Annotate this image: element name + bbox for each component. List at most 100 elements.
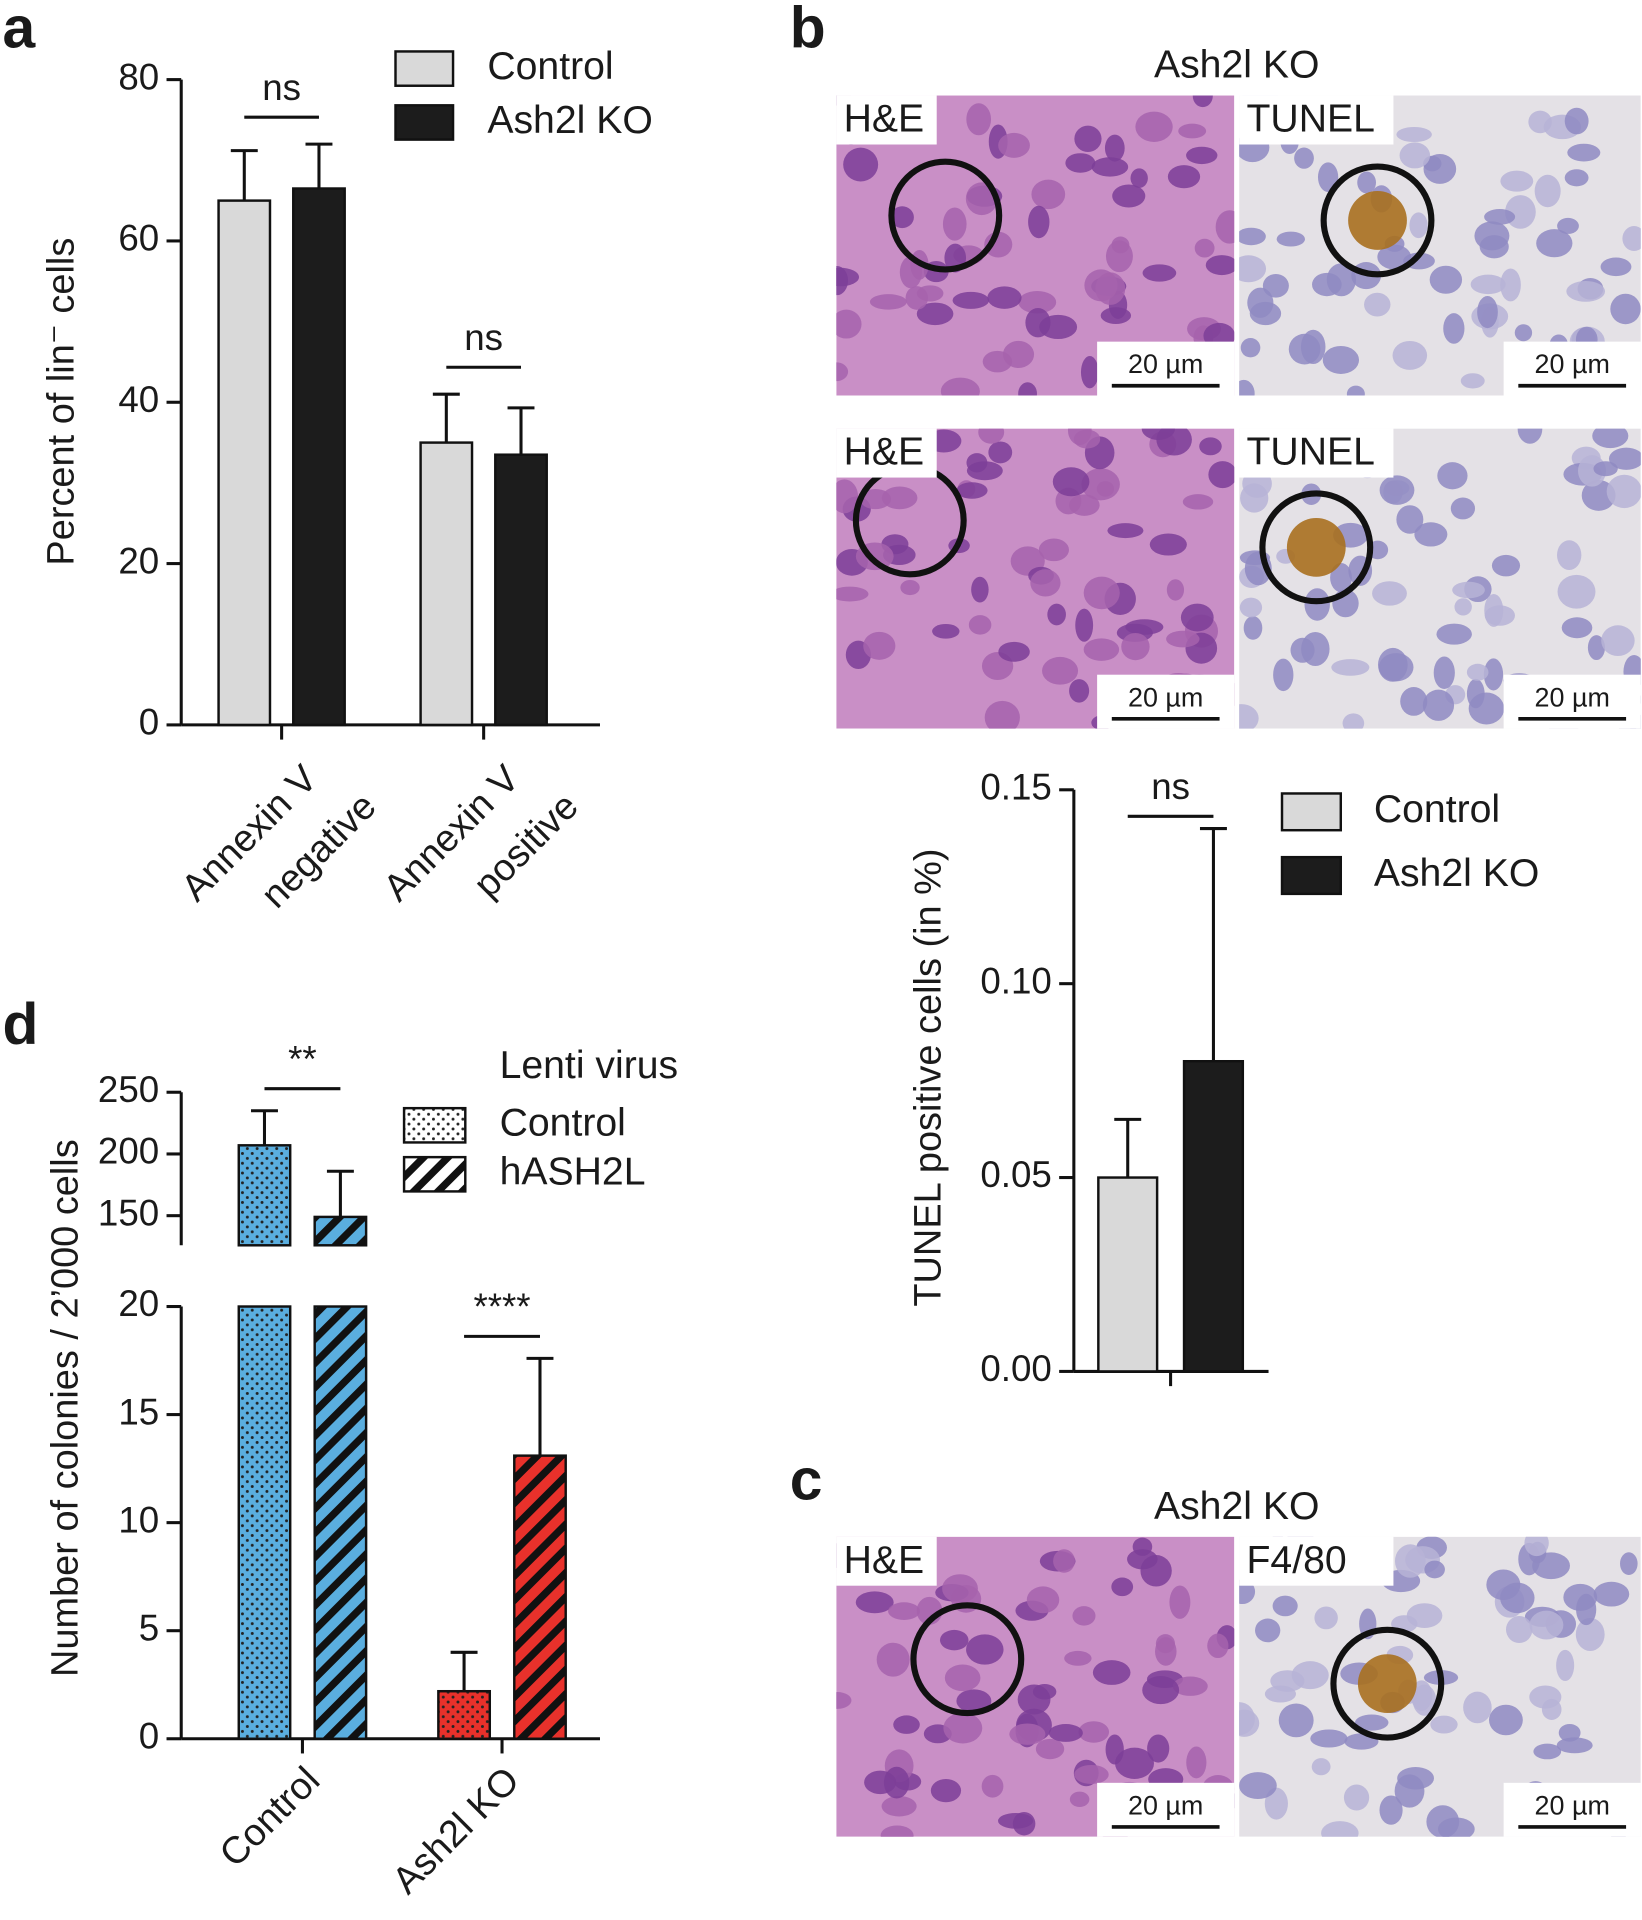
cell (1208, 461, 1235, 489)
cell (1557, 540, 1582, 570)
cell (1466, 678, 1485, 709)
x-tick-label-group: Ash2l KO (385, 1759, 528, 1902)
cell (1364, 292, 1391, 317)
cell (1074, 125, 1102, 152)
cell (1312, 272, 1342, 297)
cell (1172, 1676, 1208, 1696)
cell (1100, 307, 1132, 324)
cell (1239, 1709, 1260, 1737)
cell (1301, 631, 1330, 667)
cell (939, 1629, 969, 1651)
cell (1243, 616, 1263, 640)
cell (1125, 619, 1164, 635)
cell (1075, 608, 1094, 642)
bar (437, 1689, 492, 1740)
cell (1514, 324, 1533, 342)
y-tick-label: 80 (118, 56, 159, 97)
cell (956, 1689, 992, 1713)
cell (1557, 574, 1596, 609)
cell (836, 309, 862, 339)
cell (1463, 1691, 1492, 1724)
cell (1300, 329, 1326, 364)
cell (1460, 373, 1485, 389)
cell (855, 1591, 894, 1614)
y-axis-label: Percent of lin⁻ cells (41, 238, 83, 566)
cell (965, 182, 998, 216)
cell (1587, 635, 1606, 661)
cell (978, 428, 1005, 444)
cell (1048, 1724, 1083, 1742)
cell (1392, 340, 1428, 370)
cell (1311, 1758, 1331, 1776)
cell (1575, 1617, 1605, 1652)
significance-label: ns (464, 317, 503, 358)
cell (1310, 1729, 1348, 1748)
cell (1378, 653, 1414, 682)
tile-label: F4/80 (1246, 1539, 1346, 1582)
cell (916, 302, 954, 326)
ring (1330, 1626, 1445, 1741)
cell (1622, 226, 1641, 251)
cell (1141, 428, 1175, 440)
cell (1470, 274, 1506, 295)
cell (1107, 523, 1144, 539)
cell (1035, 1738, 1065, 1760)
cell (883, 1766, 910, 1799)
cell (1426, 1805, 1460, 1837)
cell (836, 362, 849, 382)
legend-label: Control (1374, 788, 1500, 831)
cell (1414, 522, 1448, 547)
label-box (1239, 1536, 1394, 1586)
cell (952, 291, 990, 309)
y-tick-label: 20 (118, 540, 159, 581)
cell (1477, 295, 1498, 329)
cell (1074, 1764, 1109, 1785)
cell (1192, 95, 1213, 108)
cell (1541, 1698, 1562, 1720)
cell (1322, 345, 1360, 374)
cell (876, 1642, 910, 1677)
cell (1357, 171, 1376, 194)
cell (1454, 598, 1472, 616)
cell (984, 700, 1020, 729)
cell (1396, 505, 1424, 534)
cell (1409, 212, 1428, 239)
cell (1239, 227, 1266, 246)
cell (1528, 110, 1552, 134)
cell (1080, 355, 1099, 389)
cell (1484, 209, 1516, 225)
x-tick-label: Control (212, 1759, 328, 1875)
y-tick-label: 40 (118, 379, 159, 420)
cell (1505, 1615, 1533, 1644)
cell (1450, 497, 1476, 520)
legend-label: hASH2L (500, 1151, 646, 1194)
cell (1112, 184, 1146, 208)
cell (1479, 235, 1509, 259)
cell (1186, 146, 1218, 165)
cell (942, 207, 967, 241)
cell (1239, 1772, 1277, 1800)
cell (1536, 229, 1573, 258)
micrograph (836, 95, 1235, 396)
legend-title: Lenti virus (500, 1044, 679, 1087)
cell (1500, 1582, 1535, 1614)
cell (1314, 1606, 1338, 1630)
cell (1030, 569, 1061, 597)
cell (998, 1812, 1034, 1829)
significance-label: ** (288, 1038, 317, 1079)
cell (836, 479, 859, 514)
tile-label: H&E (844, 98, 925, 141)
cell (1400, 686, 1428, 716)
cell (1270, 1670, 1305, 1692)
legend-label: Ash2l KO (1374, 852, 1539, 895)
cell (1600, 257, 1632, 277)
cell (1452, 581, 1485, 599)
cell (1483, 658, 1504, 691)
cell (1194, 238, 1215, 258)
cell (966, 1634, 1004, 1665)
cell (1155, 1637, 1177, 1666)
cell (1047, 603, 1066, 626)
